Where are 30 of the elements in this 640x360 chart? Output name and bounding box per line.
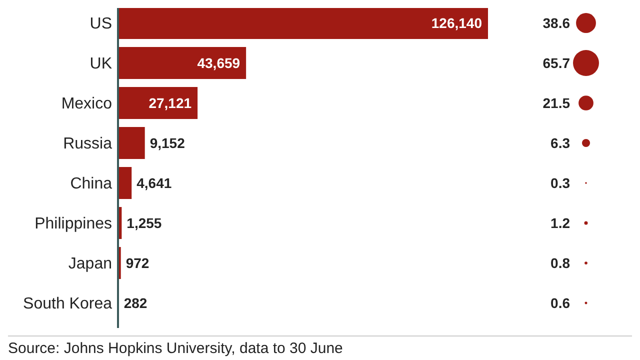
data-label: 27,121	[148, 94, 192, 111]
y-tick-label: South Korea	[23, 296, 112, 313]
bar	[118, 127, 145, 159]
data-label: 6.3	[550, 134, 570, 151]
y-tick-label: Mexico	[61, 96, 112, 113]
data-label: 0.8	[550, 254, 570, 271]
bar	[118, 87, 198, 119]
data-label: 21.5	[542, 94, 570, 111]
y-tick-label: US	[90, 16, 112, 33]
bar	[118, 47, 246, 79]
bar	[118, 8, 488, 39]
data-label: 126,140	[431, 14, 482, 31]
data-label: 65.7	[542, 54, 570, 71]
data-label: 38.6	[542, 14, 570, 31]
y-tick-label: UK	[90, 56, 112, 73]
data-label: 4,641	[136, 174, 172, 191]
data-label: 9,152	[150, 134, 186, 151]
data-label: 43,659	[197, 54, 240, 71]
bar	[118, 167, 132, 199]
y-tick-label: Japan	[68, 256, 112, 273]
y-tick-label: Russia	[63, 136, 112, 153]
data-label: 0.3	[550, 174, 570, 191]
y-tick-label: China	[70, 176, 112, 193]
data-label: 972	[126, 254, 150, 271]
data-label: 282	[124, 294, 148, 311]
data-label: 1.2	[550, 214, 570, 231]
data-label: 0.6	[550, 294, 570, 311]
data-label: 1,255	[126, 214, 162, 231]
y-tick-label: Philippines	[34, 216, 112, 233]
source-note: Source: Johns Hopkins University, data to 30 June	[8, 340, 343, 357]
